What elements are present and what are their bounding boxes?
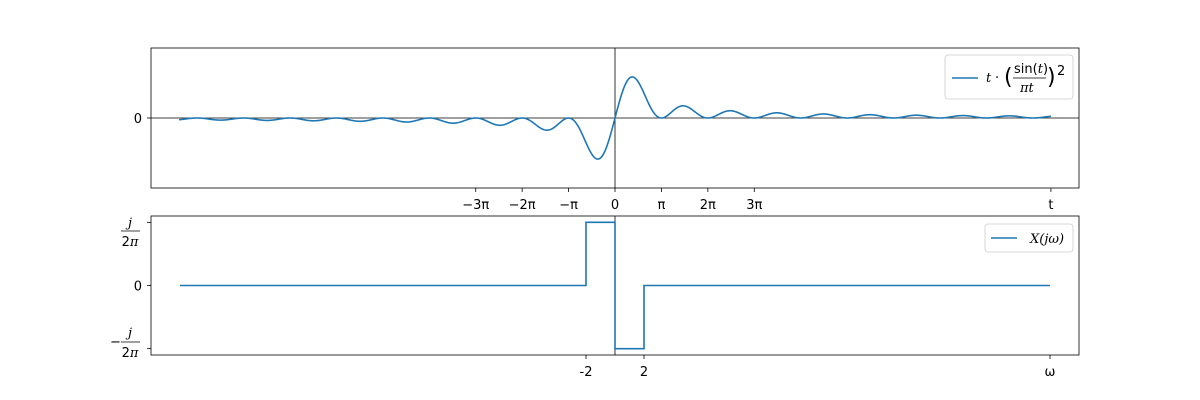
ytick-j-denominator: 2π [122, 235, 139, 250]
top-legend-lparen: ( [1004, 65, 1013, 90]
bottom-plot: -2 2 ω 0 j 2π − j 2π X(jω) [110, 215, 1080, 380]
top-legend-square: 2 [1057, 64, 1065, 79]
top-xtick-label: 0 [611, 198, 619, 213]
top-xtick-label: −3π [462, 198, 489, 213]
top-legend-box [944, 54, 1074, 100]
top-xtick-label: π [658, 198, 666, 213]
bottom-legend-box [984, 223, 1074, 253]
top-xtick-label: 2π [700, 198, 716, 213]
bottom-xtick-label: 2 [640, 365, 648, 380]
bottom-xtick-label: ω [1045, 365, 1056, 380]
bottom-legend: X(jω) [984, 223, 1074, 253]
top-ytick-label: 0 [134, 112, 142, 127]
top-legend: t · ( sin(t) πt ) 2 [944, 54, 1074, 100]
bottom-xtick-label: -2 [580, 365, 593, 380]
top-legend-cdot: · [995, 71, 999, 86]
top-legend-denominator: πt [1019, 81, 1035, 96]
top-series-line [179, 76, 1051, 160]
top-legend-rparen: ) [1047, 65, 1056, 90]
bottom-series-line [180, 221, 1050, 350]
ytick-j-numerator: j [125, 216, 132, 231]
ytick-neg-sign: − [110, 335, 121, 350]
bottom-ytick-label: 0 [134, 280, 142, 295]
ytick-label-neg-j-over-2pi: − j 2π [110, 326, 140, 361]
top-legend-numerator: sin(t) [1014, 62, 1048, 77]
ytick-neg-j-numerator: j [125, 326, 132, 341]
ytick-label-j-over-2pi: j 2π [121, 216, 140, 250]
top-xtick-label: −π [559, 198, 578, 213]
top-xtick-label: t [1048, 198, 1053, 213]
ytick-neg-j-denominator: 2π [122, 346, 139, 361]
top-ticks: −3π −2π −π 0 π 2π 3π t 0 [134, 112, 1054, 213]
top-xtick-label: −2π [509, 198, 536, 213]
bottom-legend-label: X(jω) [1029, 232, 1064, 247]
top-xtick-label: 3π [746, 198, 762, 213]
top-plot: −3π −2π −π 0 π 2π 3π t 0 t · ( sin(t) πt ) 2 [134, 47, 1080, 213]
bottom-ticks: -2 2 ω 0 [134, 221, 1056, 380]
top-legend-t: t [986, 71, 992, 86]
